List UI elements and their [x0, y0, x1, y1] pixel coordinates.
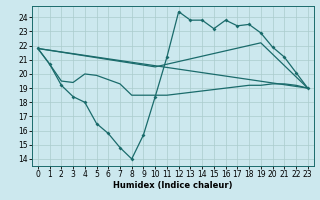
X-axis label: Humidex (Indice chaleur): Humidex (Indice chaleur) — [113, 181, 233, 190]
